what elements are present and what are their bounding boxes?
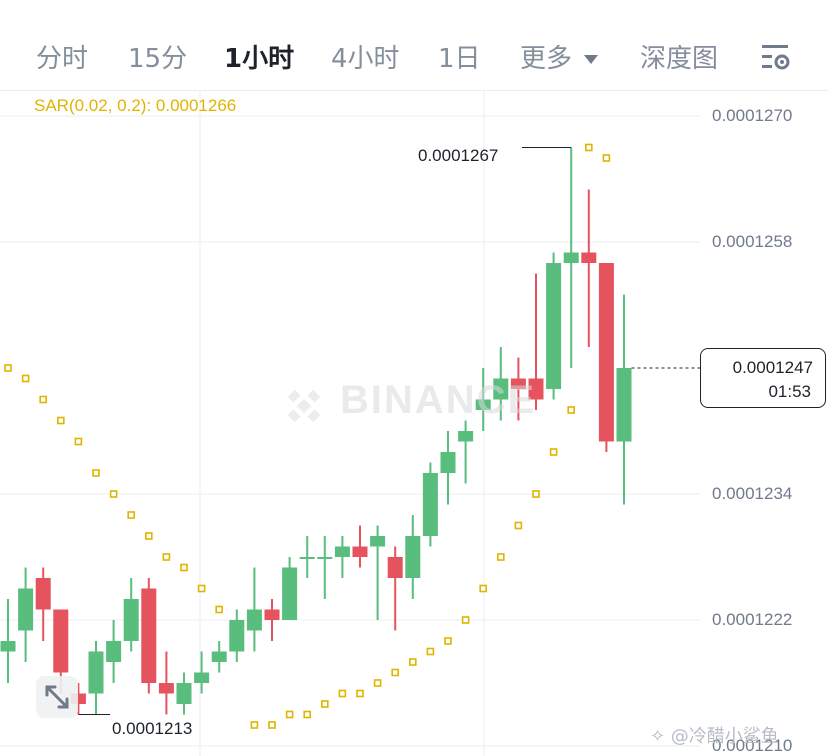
price-axis-label: 0.0001258 bbox=[712, 232, 793, 251]
candle-body bbox=[106, 641, 122, 662]
sar-dot bbox=[197, 584, 206, 593]
sar-dot bbox=[532, 490, 540, 498]
high-price-annotation: 0.0001267 bbox=[418, 146, 499, 165]
candle-body bbox=[493, 378, 509, 400]
tab-15m[interactable]: 15分 bbox=[128, 44, 188, 74]
candle-body bbox=[229, 620, 245, 652]
candle-countdown: 01:53 bbox=[768, 382, 811, 401]
sar-indicator-label: SAR(0.02, 0.2): 0.0001266 bbox=[34, 96, 237, 115]
candle-body bbox=[70, 693, 86, 704]
tab-1d[interactable]: 1日 bbox=[438, 44, 481, 74]
price-axis-label: 0.0001210 bbox=[712, 736, 793, 755]
candle-body bbox=[422, 473, 438, 536]
candlestick-chart[interactable] bbox=[0, 90, 828, 756]
sar-dot bbox=[285, 710, 294, 719]
sar-dot bbox=[549, 448, 558, 456]
current-price-value: 0.0001247 bbox=[732, 358, 813, 377]
sar-dot bbox=[426, 647, 435, 656]
candle-body bbox=[18, 588, 34, 631]
price-axis-label: 0.0001270 bbox=[712, 106, 793, 125]
sar-dot bbox=[303, 710, 312, 719]
candle-body bbox=[35, 578, 51, 610]
candle-body bbox=[581, 252, 597, 263]
candle-body bbox=[546, 263, 562, 389]
candle-body bbox=[53, 609, 69, 673]
candle-body bbox=[510, 378, 526, 389]
tab-4h[interactable]: 4小时 bbox=[331, 44, 400, 74]
price-axis-label: 0.0001234 bbox=[712, 484, 793, 503]
candle-body bbox=[528, 378, 544, 400]
sar-dot bbox=[145, 532, 153, 540]
tab-time-sharing[interactable]: 分时 bbox=[36, 44, 89, 74]
sar-dot bbox=[39, 395, 48, 404]
candle-body bbox=[563, 252, 579, 263]
sar-dot bbox=[74, 437, 83, 446]
sar-dot bbox=[461, 616, 470, 624]
current-price-callout: 0.0001247 01:53 bbox=[700, 348, 826, 408]
candle-body bbox=[440, 452, 456, 473]
sar-dot bbox=[567, 406, 576, 414]
sar-dot bbox=[250, 721, 259, 729]
candle-body bbox=[475, 399, 491, 410]
candle-body bbox=[176, 683, 192, 704]
candle-body bbox=[370, 536, 386, 547]
candle-body bbox=[282, 567, 298, 620]
author-credit: ✧ @冷醋小鲨鱼 bbox=[650, 726, 779, 747]
candle-body bbox=[405, 536, 421, 578]
candle-body bbox=[317, 557, 333, 559]
expand-arrows-icon bbox=[45, 685, 69, 709]
candle-body bbox=[123, 599, 139, 641]
chart-settings-icon[interactable] bbox=[760, 42, 792, 72]
sar-dot bbox=[109, 490, 118, 498]
candle-body bbox=[334, 546, 350, 557]
sar-dot bbox=[584, 143, 593, 152]
candle-body bbox=[616, 368, 632, 442]
candle-body bbox=[352, 546, 368, 557]
candle-body bbox=[264, 609, 280, 620]
candle-body bbox=[158, 683, 174, 694]
candle-body bbox=[246, 609, 262, 631]
candle-body bbox=[0, 641, 16, 652]
sar-dot bbox=[320, 700, 329, 708]
sar-dot bbox=[180, 563, 188, 572]
sar-dot bbox=[162, 553, 171, 561]
candle-body bbox=[211, 651, 227, 662]
candle-body bbox=[458, 431, 474, 442]
author-name: 冷醋小鲨鱼 bbox=[688, 726, 779, 747]
tab-depth-chart[interactable]: 深度图 bbox=[640, 44, 719, 74]
candle-body bbox=[598, 263, 614, 442]
candle-body bbox=[299, 557, 315, 559]
tab-more-label: 更多 bbox=[520, 44, 573, 74]
sar-dot bbox=[127, 511, 135, 519]
sar-dot bbox=[268, 721, 276, 729]
candle-body bbox=[387, 557, 403, 578]
binance-logo-icon bbox=[287, 389, 321, 423]
candle-body bbox=[194, 672, 210, 683]
sar-dot bbox=[4, 364, 12, 372]
sar-dot bbox=[496, 553, 505, 561]
binance-watermark: BINANCE bbox=[340, 378, 537, 422]
sar-dot bbox=[391, 668, 400, 677]
sar-dot bbox=[92, 469, 100, 477]
sar-dot bbox=[21, 374, 30, 383]
sar-dot bbox=[356, 689, 364, 698]
fullscreen-button[interactable] bbox=[36, 676, 78, 718]
tab-more[interactable]: 更多 bbox=[520, 38, 599, 75]
interval-tab-bar: 分时 15分 1小时 4小时 1日 更多 深度图 bbox=[0, 0, 828, 91]
sar-dot bbox=[215, 605, 223, 614]
sar-dot bbox=[408, 658, 417, 666]
tab-1h[interactable]: 1小时 bbox=[224, 44, 295, 74]
sar-dot bbox=[373, 679, 382, 687]
sar-dot bbox=[56, 416, 65, 425]
chevron-down-icon bbox=[584, 55, 599, 64]
sar-dot bbox=[444, 637, 452, 645]
sar-dot bbox=[602, 154, 611, 162]
sar-dot bbox=[514, 521, 523, 530]
sar-dot bbox=[338, 689, 347, 698]
candle-body bbox=[88, 651, 104, 694]
price-axis-label: 0.0001222 bbox=[712, 610, 793, 629]
candle-body bbox=[141, 588, 157, 683]
sar-dot bbox=[479, 584, 488, 593]
low-price-annotation: 0.0001213 bbox=[112, 719, 193, 738]
